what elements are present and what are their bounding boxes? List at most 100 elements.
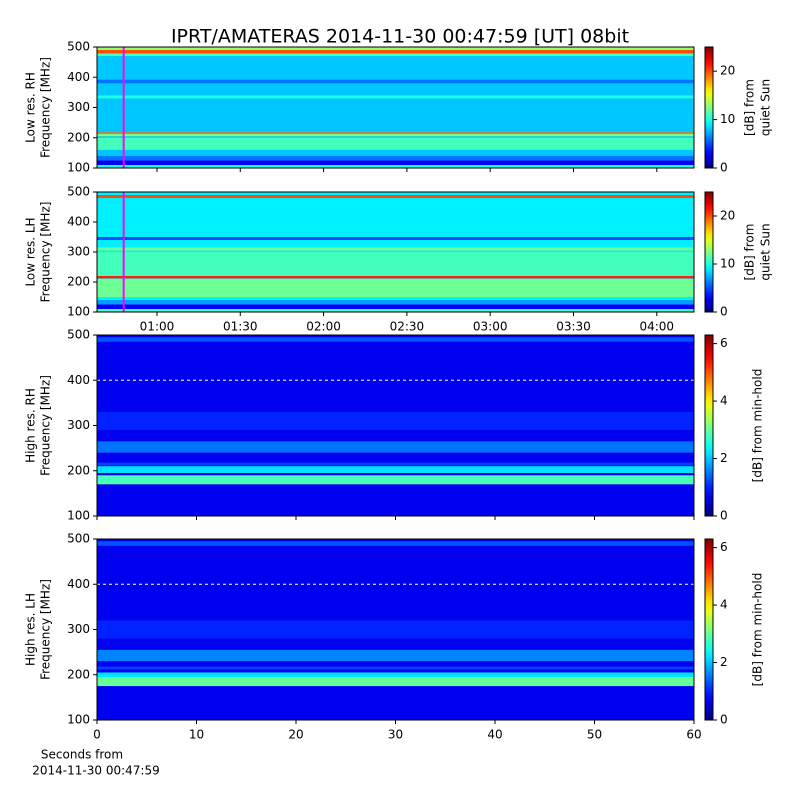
y-tick-label: 400 — [67, 373, 90, 387]
y-tick-label: 400 — [67, 215, 90, 229]
heatmap-band — [97, 155, 694, 161]
heatmap-band — [97, 300, 694, 305]
heatmap-band — [97, 411, 694, 431]
colorbar — [704, 334, 714, 517]
x-tick-label: 50 — [587, 728, 602, 742]
y-axis-label: Low res. LH — [24, 217, 38, 286]
colorbar-tick-label: 10 — [720, 112, 735, 126]
y-tick-label: 500 — [67, 40, 90, 54]
x-tick-label: 04:00 — [639, 320, 674, 334]
y-tick-label: 300 — [67, 418, 90, 432]
y-tick-label: 200 — [67, 130, 90, 144]
heatmap-band — [97, 137, 694, 150]
colorbar — [704, 191, 714, 313]
heatmap-band — [97, 237, 694, 240]
y-axis-label: High res. LH — [24, 593, 38, 666]
x-axis-label: 2014-11-30 00:47:59 — [32, 764, 159, 778]
heatmap-band — [97, 541, 694, 546]
y-tick-label: 300 — [67, 622, 90, 636]
y-tick-label: 300 — [67, 245, 90, 259]
y-tick-label: 500 — [67, 328, 90, 342]
heatmap-band — [97, 132, 694, 134]
figure-title: IPRT/AMATERAS 2014-11-30 00:47:59 [UT] 0… — [171, 26, 629, 48]
colorbar-tick-label: 4 — [720, 394, 728, 408]
colorbar-tick-label: 0 — [720, 161, 728, 175]
heatmap-band — [97, 247, 694, 251]
heatmap-band — [97, 160, 694, 165]
colorbar-tick-label: 0 — [720, 713, 728, 727]
heatmap-band — [97, 672, 694, 678]
colorbar-tick-label: 2 — [720, 451, 728, 465]
heatmap-band — [97, 666, 694, 670]
heatmap-band — [97, 252, 694, 276]
y-tick-label: 500 — [67, 185, 90, 199]
y-tick-label: 200 — [67, 463, 90, 477]
y-axis-label: Frequency [MHz] — [39, 202, 53, 303]
heatmap-band — [97, 337, 694, 342]
heatmap-band — [97, 304, 694, 309]
heatmap-band — [97, 677, 694, 687]
heatmap-band — [97, 279, 694, 297]
heatmap-band — [97, 441, 694, 453]
x-tick-label: 02:00 — [306, 320, 341, 334]
y-tick-label: 200 — [67, 275, 90, 289]
y-tick-label: 200 — [67, 667, 90, 681]
colorbar — [704, 538, 714, 721]
heatmap-band — [97, 475, 694, 485]
colorbar-tick-label: 0 — [720, 305, 728, 319]
colorbar-tick-label: 20 — [720, 209, 735, 223]
colorbar-tick-label: 0 — [720, 509, 728, 523]
x-tick-label: 0 — [93, 728, 101, 742]
colorbar-label: quiet Sun — [759, 79, 773, 136]
heatmap-band — [97, 466, 694, 474]
heatmap-band — [97, 47, 694, 51]
y-tick-label: 500 — [67, 532, 90, 546]
colorbar-label: [dB] from — [743, 79, 757, 136]
colorbar-label: [dB] from min-hold — [751, 573, 765, 687]
heatmap-band — [97, 276, 694, 279]
y-tick-label: 400 — [67, 577, 90, 591]
y-tick-label: 100 — [67, 509, 90, 523]
y-axis-label: Frequency [MHz] — [39, 579, 53, 680]
x-tick-label: 01:30 — [223, 320, 258, 334]
heatmap-band — [97, 95, 694, 99]
colorbar-tick-label: 2 — [720, 655, 728, 669]
colorbar-tick-label: 4 — [720, 598, 728, 612]
heatmap-band — [97, 134, 694, 137]
heatmap-band — [97, 164, 694, 168]
heatmap-band — [97, 649, 694, 662]
y-axis-label: Frequency [MHz] — [39, 375, 53, 476]
colorbar-tick-label: 6 — [720, 336, 728, 350]
x-tick-label: 03:00 — [473, 320, 508, 334]
colorbar-label: quiet Sun — [759, 223, 773, 280]
colorbar-tick-label: 6 — [720, 540, 728, 554]
colorbar-tick-label: 20 — [720, 64, 735, 78]
y-axis-label: Low res. RH — [24, 72, 38, 143]
y-tick-label: 400 — [67, 70, 90, 84]
heatmap-band — [97, 53, 694, 57]
y-tick-label: 100 — [67, 713, 90, 727]
x-tick-label: 01:00 — [140, 320, 175, 334]
y-tick-label: 100 — [67, 161, 90, 175]
y-axis-label: High res. RH — [24, 388, 38, 463]
x-tick-label: 20 — [288, 728, 303, 742]
heatmap-band — [97, 79, 694, 84]
x-tick-label: 60 — [686, 728, 701, 742]
colorbar — [704, 46, 714, 169]
heatmap-band — [97, 309, 694, 312]
x-tick-label: 02:30 — [390, 320, 425, 334]
heatmap-band — [97, 620, 694, 639]
x-axis-label: Seconds from — [41, 748, 123, 762]
colorbar-tick-label: 10 — [720, 257, 735, 271]
heatmap-band — [97, 50, 694, 54]
colorbar-label: [dB] from min-hold — [751, 369, 765, 483]
colorbar-label: [dB] from — [743, 224, 757, 281]
heatmap-band — [97, 462, 694, 466]
x-tick-label: 30 — [388, 728, 403, 742]
y-axis-label: Frequency [MHz] — [39, 57, 53, 158]
x-tick-label: 03:30 — [556, 320, 591, 334]
y-tick-label: 100 — [67, 305, 90, 319]
x-tick-label: 10 — [189, 728, 204, 742]
x-tick-label: 40 — [487, 728, 502, 742]
